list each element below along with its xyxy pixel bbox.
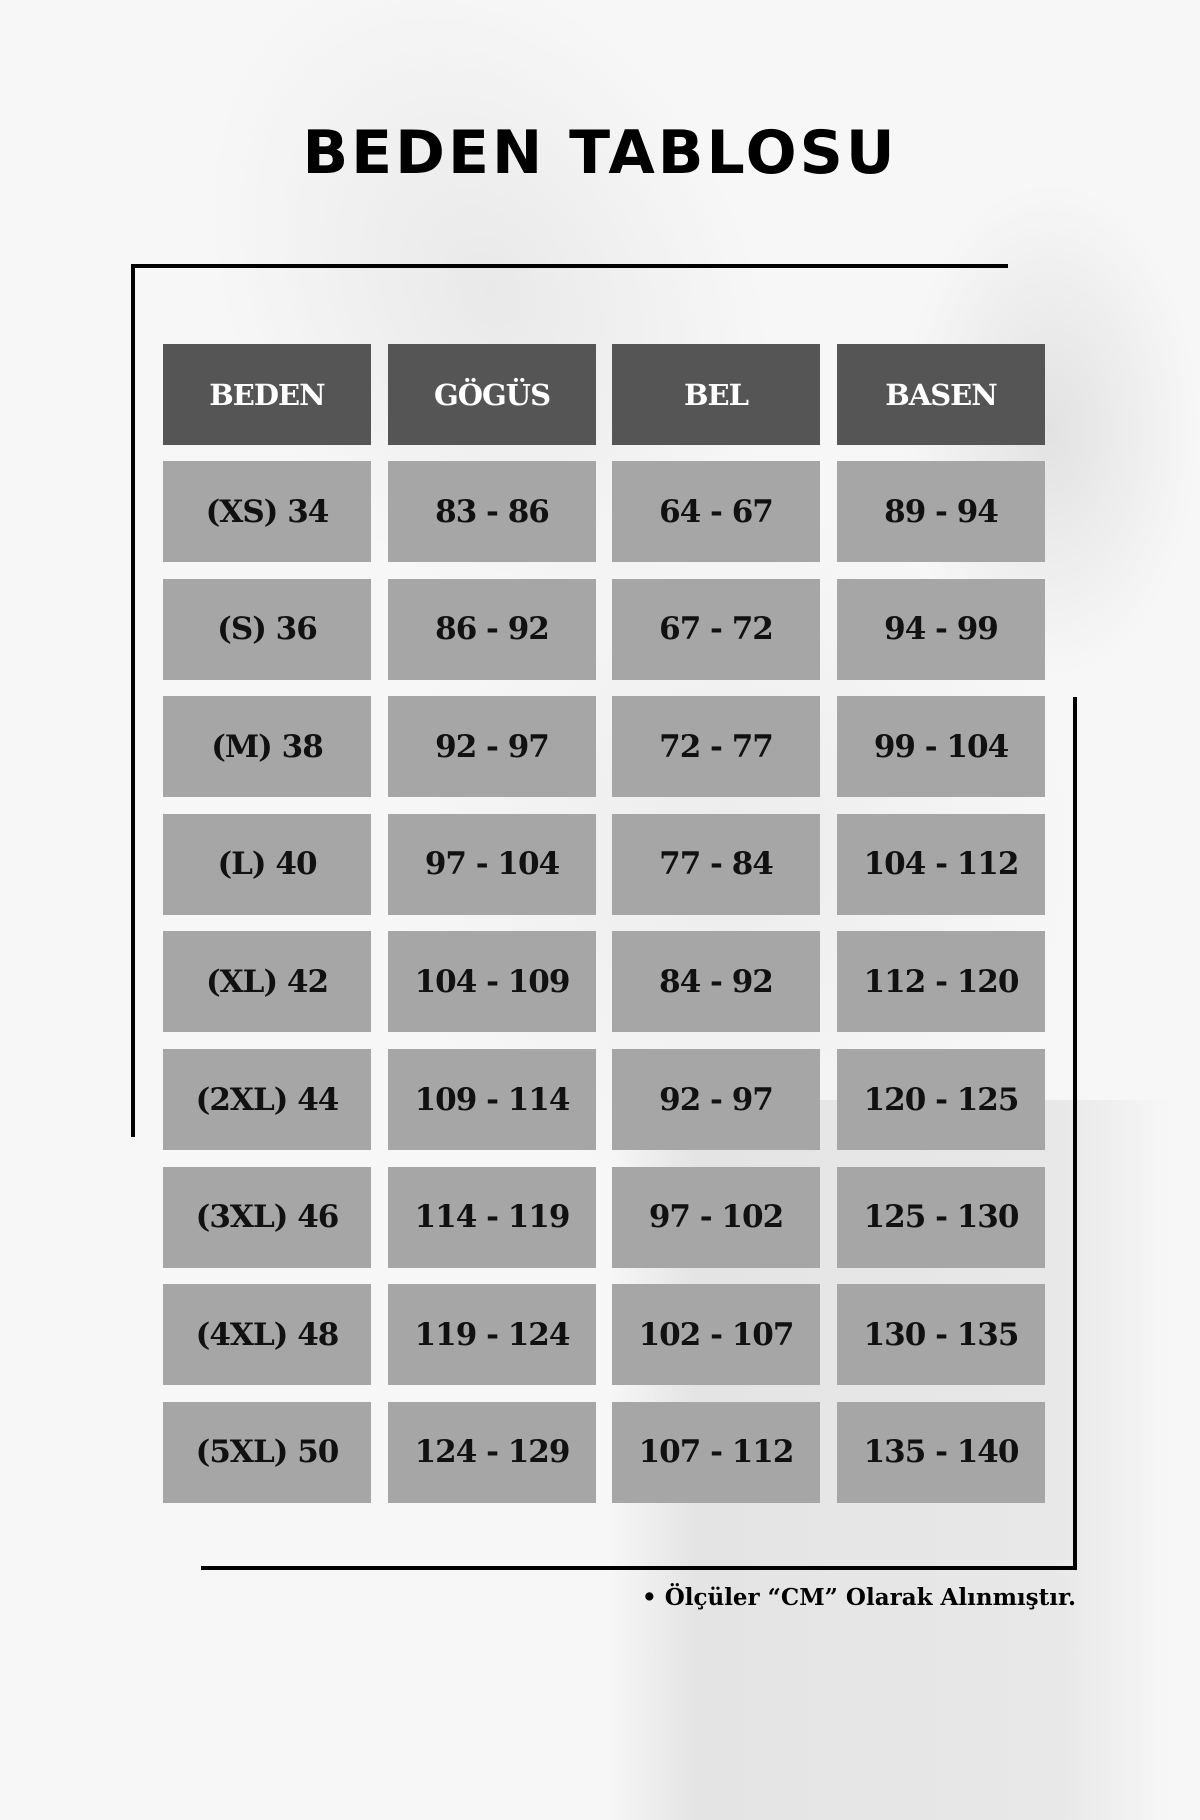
table-cell: (5XL) 50 bbox=[163, 1401, 371, 1503]
table-cell: 109 - 114 bbox=[388, 1049, 596, 1150]
table-cell: 94 - 99 bbox=[837, 578, 1045, 680]
table-cell: 104 - 109 bbox=[388, 931, 596, 1033]
table-cell: (M) 38 bbox=[163, 696, 371, 798]
page-title: BEDEN TABLOSU bbox=[302, 118, 898, 188]
table-cell: 72 - 77 bbox=[612, 696, 820, 798]
table-cell: (S) 36 bbox=[163, 578, 371, 680]
table-cell: (XL) 42 bbox=[163, 931, 371, 1033]
table-cell: 84 - 92 bbox=[612, 931, 820, 1033]
table-cell: 83 - 86 bbox=[388, 461, 596, 562]
table-cell: 120 - 125 bbox=[837, 1049, 1045, 1150]
table-cell: 102 - 107 bbox=[612, 1284, 820, 1386]
table-cell: 114 - 119 bbox=[388, 1166, 596, 1268]
table-cell: 64 - 67 bbox=[612, 461, 820, 562]
table-header-cell: GÖGÜS bbox=[388, 344, 596, 445]
table-cell: (L) 40 bbox=[163, 813, 371, 915]
table-cell: 112 - 120 bbox=[837, 931, 1045, 1033]
table-cell: 86 - 92 bbox=[388, 578, 596, 680]
table-header-cell: BEDEN bbox=[163, 344, 371, 445]
footnote: • Ölçüler “CM” Olarak Alınmıştır. bbox=[641, 1584, 1076, 1611]
frame-right-line bbox=[1073, 697, 1077, 1570]
table-cell: 124 - 129 bbox=[388, 1401, 596, 1503]
table-cell: 104 - 112 bbox=[837, 813, 1045, 915]
table-cell: 92 - 97 bbox=[612, 1049, 820, 1150]
table-cell: 125 - 130 bbox=[837, 1166, 1045, 1268]
table-cell: 130 - 135 bbox=[837, 1284, 1045, 1386]
table-cell: 119 - 124 bbox=[388, 1284, 596, 1386]
table-cell: (4XL) 48 bbox=[163, 1284, 371, 1386]
frame-top-line bbox=[134, 264, 1008, 268]
table-cell: 99 - 104 bbox=[837, 696, 1045, 798]
table-cell: (XS) 34 bbox=[163, 461, 371, 562]
frame-left-line bbox=[131, 264, 135, 1137]
table-cell: 89 - 94 bbox=[837, 461, 1045, 562]
table-cell: 92 - 97 bbox=[388, 696, 596, 798]
table-cell: (3XL) 46 bbox=[163, 1166, 371, 1268]
table-cell: (2XL) 44 bbox=[163, 1049, 371, 1150]
table-header-cell: BEL bbox=[612, 344, 820, 445]
table-cell: 107 - 112 bbox=[612, 1401, 820, 1503]
table-cell: 77 - 84 bbox=[612, 813, 820, 915]
table-cell: 97 - 104 bbox=[388, 813, 596, 915]
table-cell: 135 - 140 bbox=[837, 1401, 1045, 1503]
table-cell: 97 - 102 bbox=[612, 1166, 820, 1268]
frame-bottom-line bbox=[201, 1566, 1077, 1570]
table-header-cell: BASEN bbox=[837, 344, 1045, 445]
table-cell: 67 - 72 bbox=[612, 578, 820, 680]
